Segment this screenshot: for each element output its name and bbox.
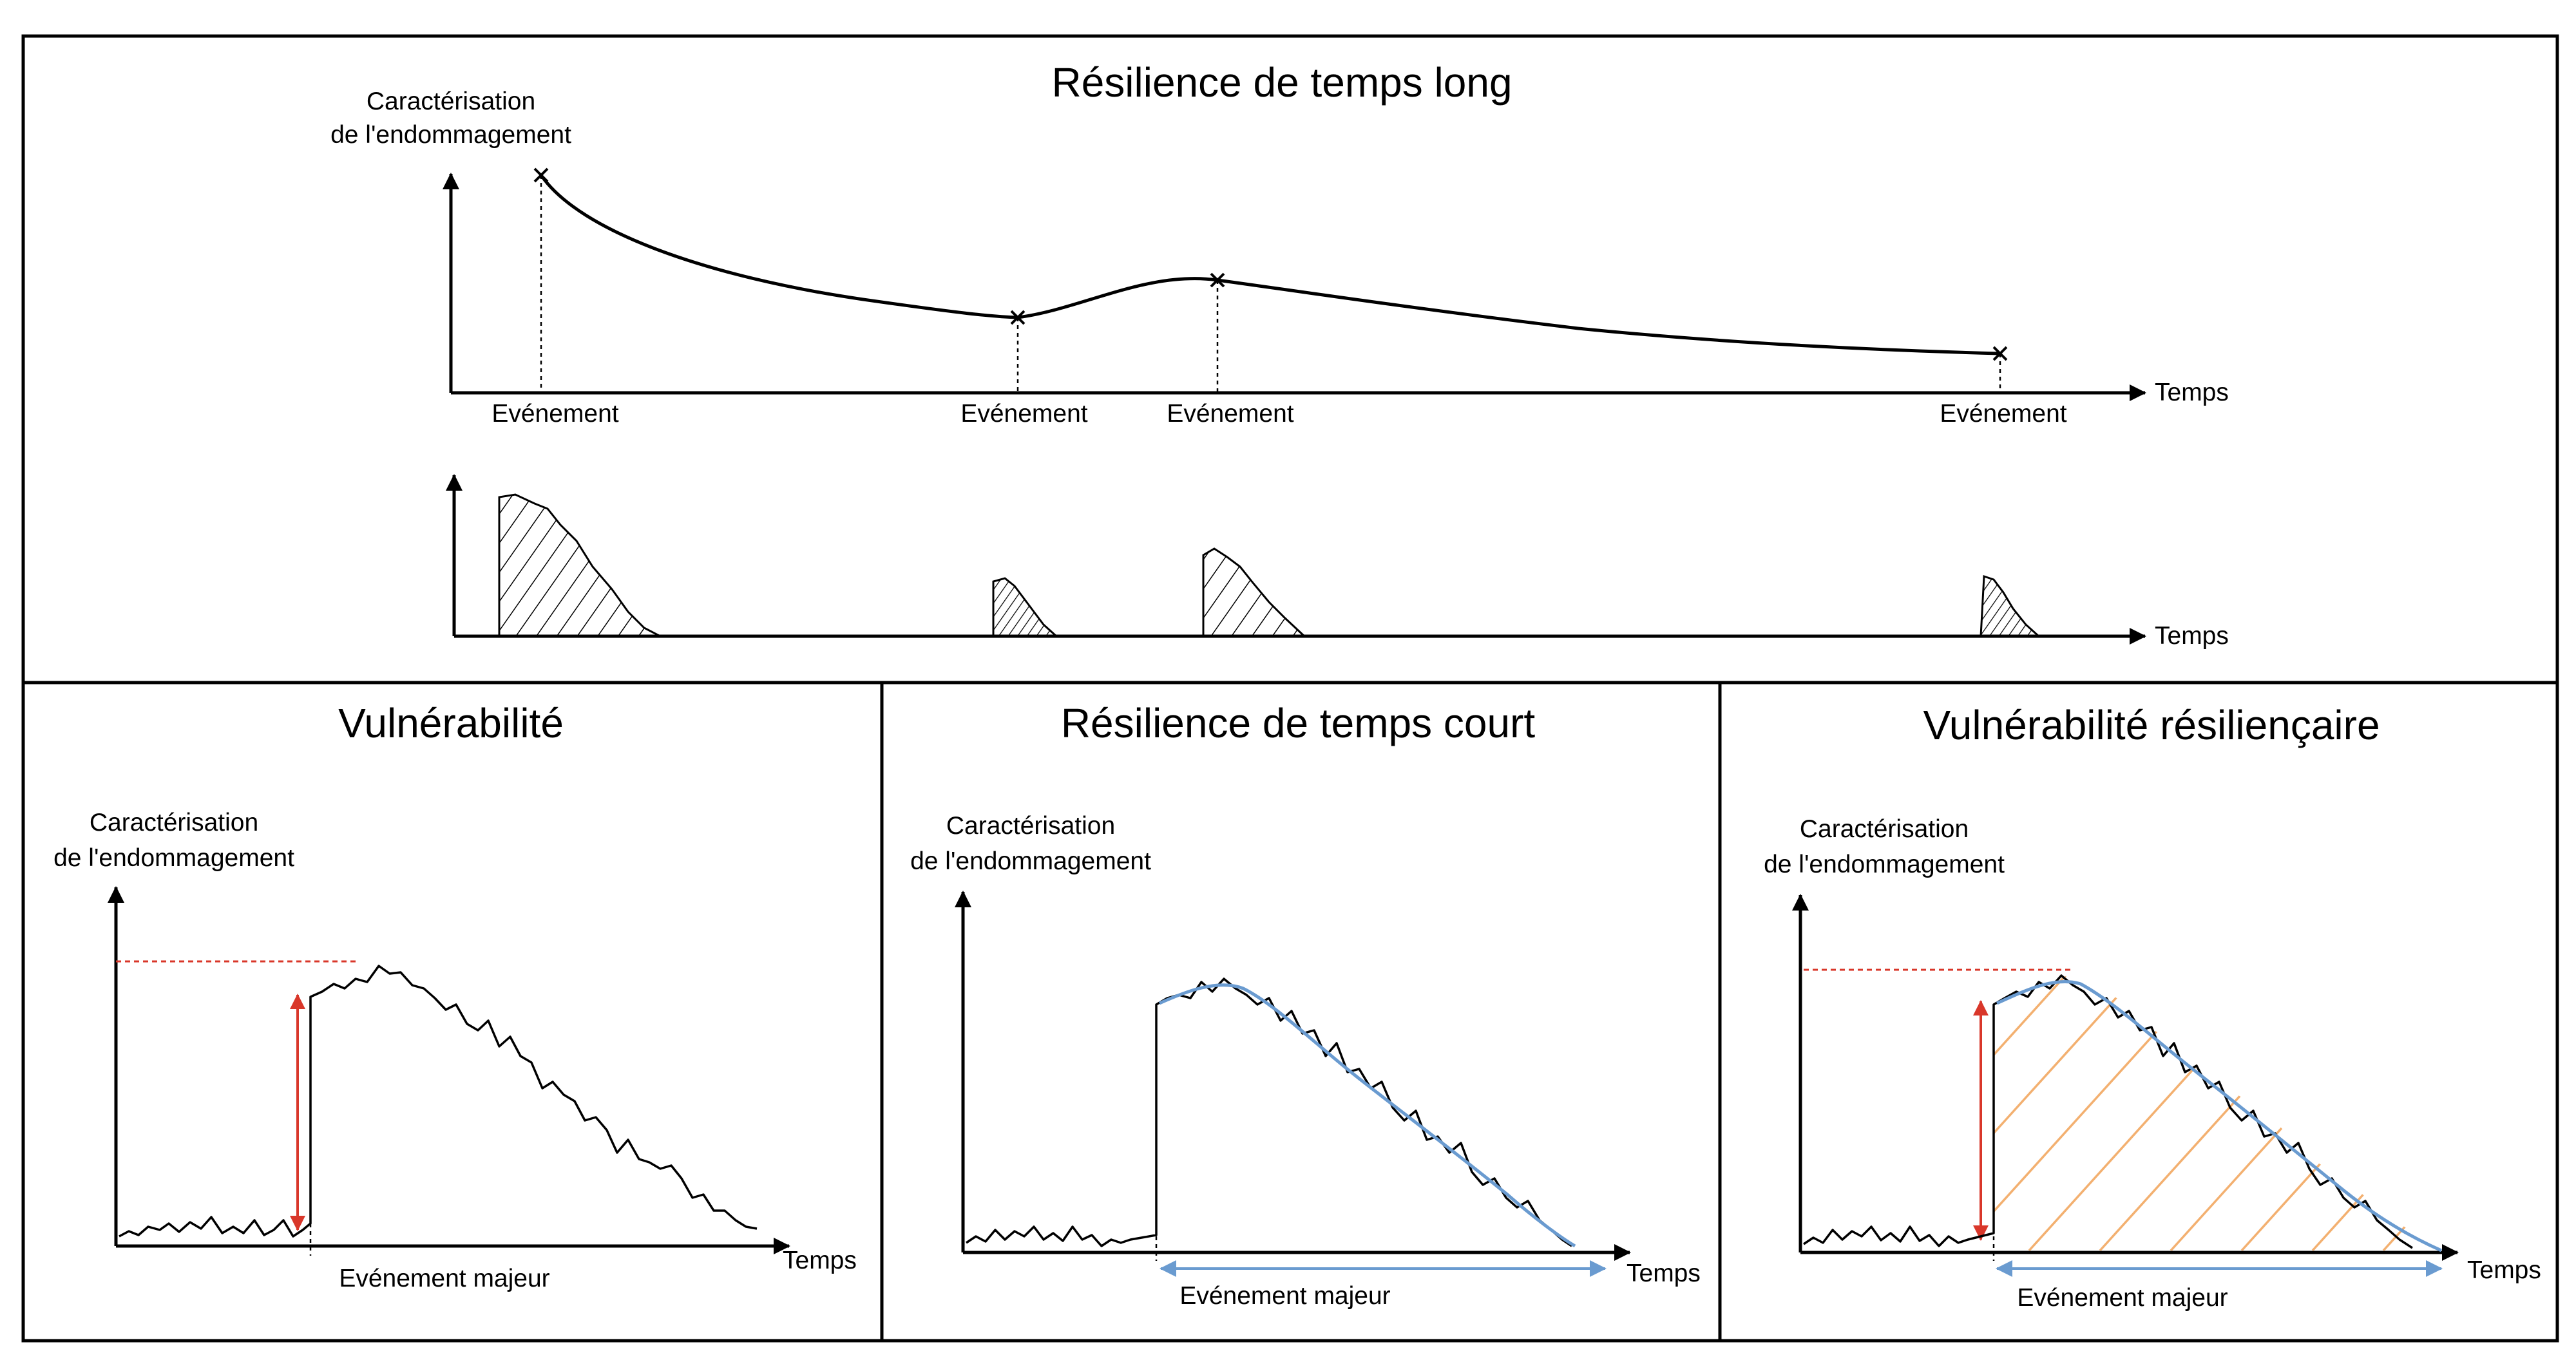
- panel3-damage-curve: [1803, 974, 2413, 1249]
- panel1-damage-curve: [119, 965, 758, 1238]
- hatched-peaks: [498, 493, 2041, 638]
- panel2-trend-line: [1158, 983, 1576, 1248]
- panel3-xlabel: Temps: [2467, 1256, 2541, 1284]
- top-xlabel: Temps: [2155, 379, 2229, 406]
- panel2-ylabel-line1: Caractérisation: [946, 812, 1115, 840]
- top-lower-xlabel: Temps: [2155, 622, 2229, 650]
- panel3-ylabel-line2: de l'endommagement: [1764, 851, 2005, 878]
- top-event-2: Evénement: [960, 400, 1087, 428]
- panel-vulnerabilite: Vulnérabilité Caractérisation de l'endom…: [53, 700, 857, 1292]
- panel2-ylabel-line2: de l'endommagement: [910, 847, 1151, 875]
- top-event-1: Evénement: [491, 400, 618, 428]
- frames: [21, 34, 2559, 1343]
- panel2-title: Résilience de temps court: [1061, 700, 1536, 746]
- top-title: Résilience de temps long: [1051, 59, 1512, 106]
- top-event-3: Evénement: [1167, 400, 1293, 428]
- panel-vulnerabilite-resiliencaire: Vulnérabilité résiliençaire Caractérisat…: [1764, 702, 2541, 1312]
- panel3-ylabel-line1: Caractérisation: [1800, 815, 1969, 843]
- panel-resilience-court: Résilience de temps court Caractérisatio…: [910, 700, 1701, 1310]
- panel2-xlabel: Temps: [1627, 1260, 1701, 1287]
- top-damage-curve: [539, 174, 2001, 355]
- panel3-title: Vulnérabilité résiliençaire: [1923, 702, 2380, 748]
- panel1-event: Evénement majeur: [339, 1265, 549, 1292]
- top-event-4: Evénement: [1940, 400, 2066, 428]
- top-panel: Résilience de temps long Caractérisation…: [330, 59, 2229, 650]
- top-ylabel-line2: de l'endommagement: [330, 121, 571, 149]
- panel1-ylabel-line1: Caractérisation: [90, 809, 258, 836]
- panel1-ylabel-line2: de l'endommagement: [53, 844, 294, 872]
- top-ylabel-line1: Caractérisation: [367, 88, 535, 115]
- panel3-orange-hatch: [1994, 976, 2441, 1251]
- panel2-event: Evénement majeur: [1179, 1282, 1390, 1310]
- panel1-xlabel: Temps: [783, 1247, 857, 1274]
- panel2-damage-curve: [966, 978, 1572, 1247]
- panel3-trend-line: [1996, 979, 2443, 1252]
- panel1-title: Vulnérabilité: [338, 700, 564, 746]
- panel3-event: Evénement majeur: [2017, 1284, 2228, 1312]
- top-event-markers: [533, 167, 2008, 361]
